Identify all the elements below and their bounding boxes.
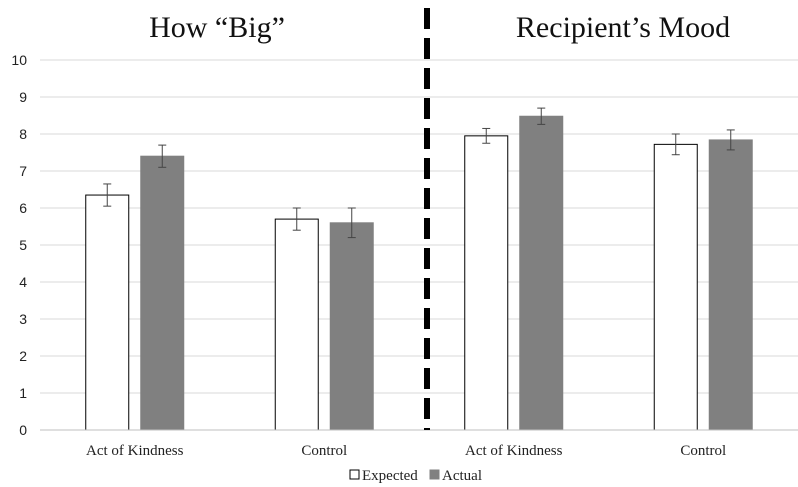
bar-actual bbox=[329, 222, 374, 431]
bars bbox=[85, 115, 753, 431]
y-axis-ticks: 0 1 2 3 4 5 6 7 8 9 10 bbox=[11, 52, 27, 438]
bar-expected bbox=[85, 194, 130, 431]
category-label: Control bbox=[680, 443, 726, 459]
y-tick-label: 4 bbox=[19, 274, 27, 290]
panel-title-right: Recipient’s Mood bbox=[516, 11, 730, 44]
x-axis-categories: Act of Kindness Control Act of Kindness Con… bbox=[86, 443, 726, 459]
bar-expected bbox=[274, 218, 319, 431]
legend-swatch-expected bbox=[349, 469, 360, 480]
bar-actual bbox=[708, 139, 753, 431]
bar-expected bbox=[653, 143, 698, 431]
y-tick-label: 1 bbox=[19, 385, 27, 401]
category-label: Act of Kindness bbox=[465, 443, 563, 459]
legend: Expected Actual bbox=[349, 468, 482, 484]
y-tick-label: 8 bbox=[19, 126, 27, 142]
bar-actual bbox=[519, 115, 564, 431]
category-label: Control bbox=[301, 443, 347, 459]
error-bars bbox=[103, 107, 735, 239]
y-tick-label: 3 bbox=[19, 311, 27, 327]
category-label: Act of Kindness bbox=[86, 443, 184, 459]
y-tick-label: 6 bbox=[19, 200, 27, 216]
y-tick-label: 9 bbox=[19, 89, 27, 105]
bar-actual bbox=[140, 155, 185, 431]
legend-label-expected: Expected bbox=[362, 468, 418, 484]
y-tick-label: 2 bbox=[19, 348, 27, 364]
bar-expected bbox=[464, 135, 509, 431]
y-tick-label: 0 bbox=[19, 422, 27, 438]
y-tick-label: 5 bbox=[19, 237, 27, 253]
y-tick-label: 10 bbox=[11, 52, 27, 68]
legend-swatch-actual bbox=[429, 469, 440, 480]
y-tick-label: 7 bbox=[19, 163, 27, 179]
panel-title-left: How “Big” bbox=[149, 11, 285, 44]
legend-label-actual: Actual bbox=[442, 468, 482, 484]
